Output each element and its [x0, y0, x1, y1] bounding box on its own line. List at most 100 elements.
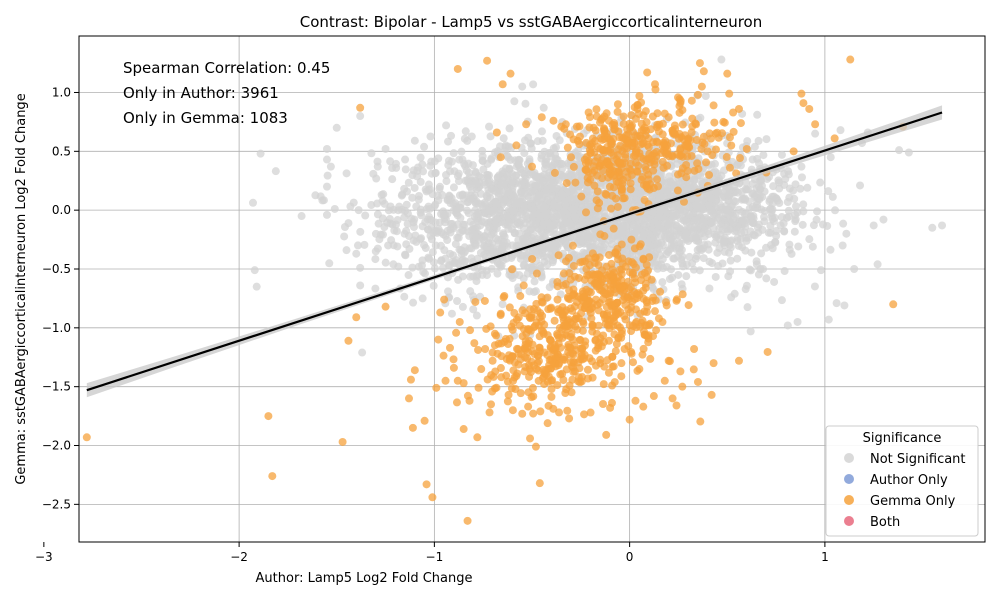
- data-point: [816, 178, 825, 187]
- data-point: [434, 154, 443, 163]
- data-point: [416, 153, 425, 162]
- data-point: [661, 216, 670, 225]
- data-point: [486, 132, 495, 141]
- data-point: [635, 242, 644, 251]
- data-point: [540, 202, 549, 211]
- data-point: [525, 155, 534, 164]
- data-point: [695, 59, 704, 68]
- data-point: [480, 296, 489, 305]
- data-point: [437, 256, 446, 265]
- data-point: [799, 200, 808, 209]
- data-point: [746, 227, 755, 236]
- data-point: [408, 423, 417, 432]
- data-point: [679, 216, 688, 225]
- data-point: [699, 67, 708, 76]
- data-point: [714, 262, 723, 271]
- data-point: [670, 254, 679, 263]
- data-point: [682, 260, 691, 269]
- data-point: [488, 244, 497, 253]
- data-point: [513, 199, 522, 208]
- data-point: [658, 119, 667, 128]
- data-point: [547, 385, 556, 394]
- data-point: [535, 347, 544, 356]
- data-point: [626, 179, 635, 188]
- x-axis-label: Author: Lamp5 Log2 Fold Change: [256, 571, 473, 586]
- data-point: [381, 302, 390, 311]
- data-point: [500, 196, 509, 205]
- data-point: [626, 185, 635, 194]
- data-point: [600, 362, 609, 371]
- data-point: [620, 194, 629, 203]
- data-point: [666, 229, 675, 238]
- data-point: [383, 218, 392, 227]
- data-point: [452, 256, 461, 265]
- data-point: [557, 217, 566, 226]
- data-point: [572, 122, 581, 131]
- data-point: [691, 233, 700, 242]
- data-point: [392, 163, 401, 172]
- data-point: [793, 317, 802, 326]
- data-point: [640, 123, 649, 132]
- data-point: [512, 141, 521, 150]
- data-point: [553, 381, 562, 390]
- data-point: [539, 177, 548, 186]
- data-point: [424, 180, 433, 189]
- data-point: [631, 396, 640, 405]
- data-point: [416, 235, 425, 244]
- data-point: [579, 319, 588, 328]
- data-point: [543, 195, 552, 204]
- plot-frame: [78, 35, 986, 543]
- data-point: [631, 305, 640, 314]
- data-point: [511, 385, 520, 394]
- data-point: [675, 134, 684, 143]
- data-point: [599, 166, 608, 175]
- data-point: [682, 173, 691, 182]
- data-point: [580, 410, 589, 419]
- data-point: [791, 215, 800, 224]
- data-point: [628, 297, 637, 306]
- data-point: [505, 218, 514, 227]
- data-point: [543, 419, 552, 428]
- data-point: [838, 241, 847, 250]
- data-point: [442, 177, 451, 186]
- data-point: [596, 230, 605, 239]
- data-point: [533, 137, 542, 146]
- data-point: [447, 309, 456, 318]
- data-point: [494, 192, 503, 201]
- data-point: [356, 112, 365, 121]
- data-point: [685, 210, 694, 219]
- data-point: [515, 271, 524, 280]
- legend-marker: [844, 453, 854, 463]
- data-point: [662, 301, 671, 310]
- data-point: [664, 356, 673, 365]
- data-point: [340, 232, 349, 241]
- data-point: [554, 202, 563, 211]
- data-point: [532, 269, 541, 278]
- data-point: [496, 153, 505, 162]
- data-point: [520, 344, 529, 353]
- data-point: [710, 118, 719, 127]
- legend-title: Significance: [863, 431, 942, 446]
- data-point: [419, 268, 428, 277]
- data-point: [639, 138, 648, 147]
- data-point: [475, 235, 484, 244]
- data-point: [637, 98, 646, 107]
- data-point: [784, 206, 793, 215]
- data-point: [754, 136, 763, 145]
- data-point: [466, 287, 475, 296]
- data-point: [605, 316, 614, 325]
- data-point: [531, 321, 540, 330]
- data-point: [461, 127, 470, 136]
- data-point: [404, 178, 413, 187]
- data-point: [796, 184, 805, 193]
- data-point: [687, 151, 696, 160]
- legend-marker: [844, 495, 854, 505]
- data-point: [646, 242, 655, 251]
- data-point: [683, 166, 692, 175]
- data-point: [928, 223, 937, 232]
- data-point: [498, 300, 507, 309]
- data-point: [805, 104, 814, 113]
- data-point: [479, 165, 488, 174]
- annotation-text: Only in Gemma: 1083: [123, 109, 288, 127]
- data-point: [449, 183, 458, 192]
